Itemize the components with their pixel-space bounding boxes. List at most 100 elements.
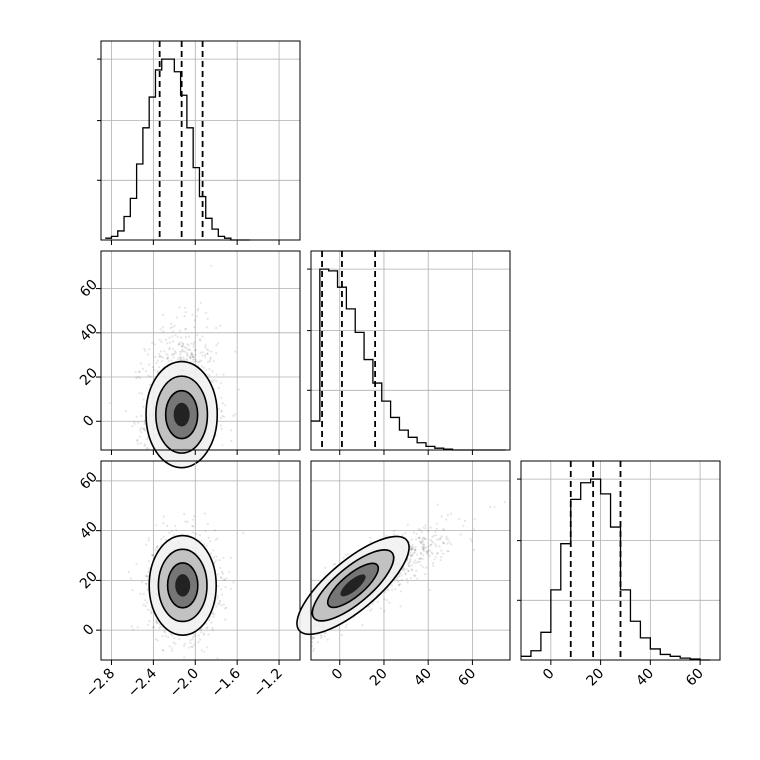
scatter-point	[206, 373, 209, 376]
scatter-point	[158, 338, 161, 341]
scatter-point	[144, 575, 148, 578]
scatter-point	[426, 552, 429, 556]
scatter-point	[184, 335, 187, 339]
scatter-point	[211, 370, 214, 373]
scatter-point	[417, 528, 420, 531]
scatter-point	[470, 540, 473, 543]
scatter-point	[152, 554, 155, 557]
panel-0-0	[97, 40, 301, 245]
scatter-point	[219, 599, 222, 602]
scatter-point	[156, 639, 159, 642]
scatter-point	[219, 424, 222, 427]
density-contours	[145, 360, 219, 469]
scatter-point	[435, 545, 438, 548]
scatter-point	[220, 604, 223, 607]
scatter-point	[191, 531, 195, 534]
scatter-point	[190, 352, 193, 355]
scatter-point	[424, 572, 427, 576]
scatter-point	[422, 543, 425, 546]
scatter-point	[197, 634, 200, 637]
scatter-point	[422, 554, 425, 557]
scatter-point	[150, 611, 153, 614]
scatter-point	[193, 515, 196, 518]
scatter-point	[159, 354, 162, 358]
scatter-point	[199, 301, 203, 304]
scatter-point	[142, 398, 145, 401]
scatter-point	[221, 572, 224, 575]
scatter-point	[370, 608, 373, 611]
scatter-point	[212, 378, 215, 381]
scatter-point	[442, 527, 445, 531]
scatter-point	[161, 648, 164, 652]
scatter-point	[162, 521, 165, 525]
axes-frame	[310, 250, 511, 451]
scatter-point	[175, 529, 178, 532]
scatter-point	[204, 343, 207, 346]
scatter-point	[170, 353, 173, 356]
scatter-point	[334, 562, 337, 566]
scatter-point	[139, 362, 143, 365]
scatter-point	[404, 531, 407, 534]
scatter-point	[369, 540, 372, 544]
scatter-point	[134, 370, 137, 373]
scatter-point	[344, 553, 347, 556]
scatter-point	[436, 503, 439, 506]
scatter-point	[320, 635, 323, 638]
scatter-point	[179, 358, 182, 361]
scatter-point	[406, 523, 409, 526]
scatter-point	[138, 391, 141, 395]
scatter-point	[157, 366, 160, 369]
scatter-point	[189, 638, 192, 642]
x-tick-label: 20	[367, 666, 391, 690]
scatter-point	[167, 360, 170, 363]
scatter-point	[428, 554, 431, 558]
scatter-point	[190, 351, 193, 354]
scatter-point	[155, 621, 158, 624]
scatter-point	[216, 597, 219, 600]
scatter-point	[312, 649, 315, 653]
scatter-point	[160, 360, 163, 363]
density-contours	[148, 534, 217, 636]
scatter-point	[163, 630, 166, 633]
scatter-point	[205, 326, 208, 329]
scatter-point	[436, 552, 439, 555]
scatter-point	[148, 383, 151, 386]
scatter-point	[442, 552, 445, 555]
scatter-point	[217, 602, 220, 606]
scatter-point	[143, 427, 146, 430]
scatter-point	[193, 326, 196, 329]
scatter-point	[191, 518, 194, 521]
scatter-point	[193, 643, 196, 646]
scatter-point	[410, 548, 413, 552]
scatter-point	[425, 566, 428, 569]
scatter-point	[242, 531, 245, 535]
scatter-point	[143, 428, 146, 431]
scatter-point	[135, 415, 138, 418]
scatter-point	[145, 582, 148, 585]
scatter-point	[422, 566, 425, 569]
scatter-point	[212, 615, 215, 618]
scatter-point	[416, 577, 419, 580]
scatter-point	[201, 335, 204, 338]
scatter-point	[418, 560, 421, 564]
scatter-point	[232, 414, 235, 417]
x-tick-label: 40	[411, 666, 435, 690]
scatter-point	[439, 559, 442, 562]
scatter-point	[450, 512, 453, 515]
scatter-point	[213, 561, 216, 564]
scatter-point	[207, 633, 210, 636]
scatter-point	[147, 560, 150, 563]
scatter-point	[211, 612, 214, 616]
scatter-point	[160, 538, 163, 541]
scatter-point	[184, 520, 187, 523]
y-tick-label: 40	[77, 519, 101, 543]
x-tick-label: 60	[683, 666, 707, 690]
scatter-point	[221, 402, 224, 405]
y-tick-label: 60	[77, 277, 101, 301]
scatter-point	[170, 322, 173, 325]
scatter-point	[221, 570, 224, 574]
scatter-point	[434, 530, 437, 534]
scatter-point	[215, 326, 218, 330]
scatter-point	[172, 353, 175, 356]
scatter-point	[140, 427, 143, 430]
